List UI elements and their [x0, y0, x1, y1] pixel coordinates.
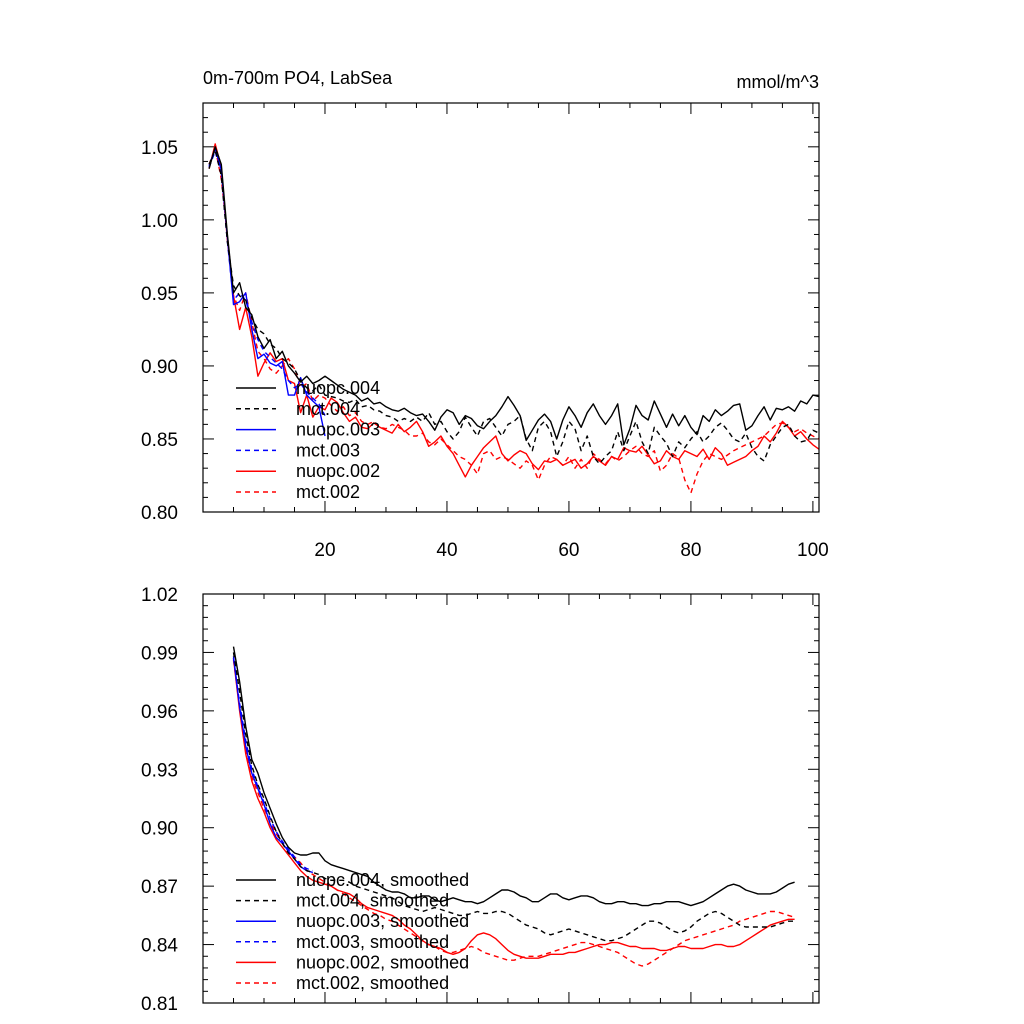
bottom-legend-label: nuopc.002, smoothed — [296, 952, 469, 972]
top-x-tick-label: 60 — [558, 540, 579, 561]
top-legend-label: nuopc.003 — [296, 420, 380, 440]
bottom-y-tick-label: 0.87 — [141, 877, 178, 898]
top-y-tick-label: 0.95 — [141, 284, 178, 305]
bottom-series-mct-003-smoothed — [232, 658, 314, 872]
top-series-group — [208, 143, 819, 494]
bottom-series-mct-002-smoothed — [232, 660, 795, 967]
top-x-tick-label: 40 — [436, 540, 457, 561]
top-y-tick-label: 0.85 — [141, 430, 178, 451]
top-panel-title-right: mmol/m^3 — [737, 72, 819, 92]
top-legend-label: mct.004 — [296, 399, 360, 419]
top-legend-label: nuopc.004 — [296, 378, 380, 398]
top-series-mct-002 — [208, 147, 819, 494]
top-y-tick-label: 0.90 — [141, 357, 178, 378]
bottom-y-tick-label: 0.84 — [141, 936, 178, 957]
top-panel: 0m-700m PO4, LabSea mmol/m^3 20 40 60 80 100… — [141, 68, 829, 561]
bottom-panel: 0.81 0.84 0.87 0.90 0.93 0.96 0.99 1.02 nuopc.00… — [141, 585, 820, 1015]
top-plot-frame — [202, 102, 820, 513]
top-series-nuopc-002 — [208, 143, 819, 478]
top-x-tick-label: 80 — [680, 540, 701, 561]
bottom-legend-label: mct.002, smoothed — [296, 973, 449, 993]
bottom-y-tick-label: 1.02 — [141, 585, 178, 606]
bottom-series-nuopc-004-smoothed — [232, 646, 795, 907]
bottom-series-nuopc-002-smoothed — [232, 658, 795, 959]
bottom-plot-frame — [202, 593, 820, 1004]
top-legend-label: mct.003 — [296, 440, 360, 460]
top-series-nuopc-004 — [208, 146, 819, 446]
bottom-y-tick-label: 0.93 — [141, 760, 178, 781]
top-x-tick-label: 20 — [314, 540, 335, 561]
bottom-series-nuopc-003-smoothed — [232, 656, 314, 874]
top-panel-title-left: 0m-700m PO4, LabSea — [203, 68, 393, 88]
top-series-mct-003 — [208, 150, 326, 416]
top-y-tick-label: 0.80 — [141, 503, 178, 524]
bottom-y-tick-label: 0.81 — [141, 994, 178, 1015]
top-legend-label: nuopc.002 — [296, 461, 380, 481]
top-y-tick-label: 1.00 — [141, 211, 178, 232]
top-legend-label: mct.002 — [296, 482, 360, 502]
bottom-legend-label: nuopc.004, smoothed — [296, 870, 469, 890]
top-x-tick-label: 100 — [797, 540, 829, 561]
bottom-series-group — [232, 646, 795, 967]
bottom-y-tick-label: 0.90 — [141, 819, 178, 840]
bottom-y-tick-label: 0.96 — [141, 702, 178, 723]
bottom-y-tick-label: 0.99 — [141, 643, 178, 664]
bottom-legend-label: mct.003, smoothed — [296, 932, 449, 952]
top-y-tick-label: 1.05 — [141, 138, 178, 159]
bottom-legend-label: nuopc.003, smoothed — [296, 911, 469, 931]
top-series-mct-004 — [208, 149, 819, 465]
bottom-legend-label: mct.004, smoothed — [296, 891, 449, 911]
